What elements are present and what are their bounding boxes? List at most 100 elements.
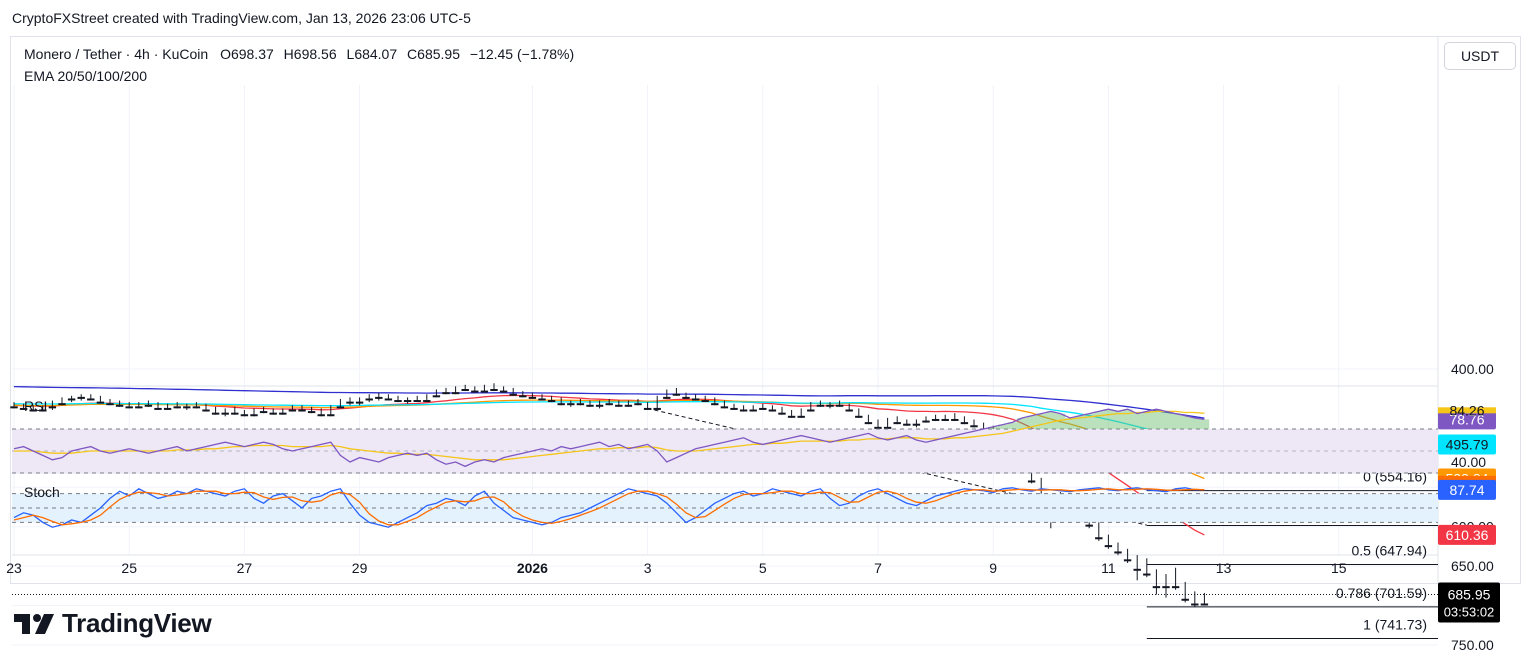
candle-body: [864, 422, 873, 425]
candle-body: [336, 406, 345, 409]
last-price-tag-bg: [1438, 582, 1500, 623]
candle-body: [231, 412, 239, 415]
candle-body: [279, 412, 287, 415]
candle-body: [739, 409, 748, 412]
open-label: O: [220, 46, 231, 62]
candle-body: [643, 407, 652, 410]
candle-body: [816, 404, 825, 407]
time-axis-label: 15: [1331, 560, 1347, 576]
candle-body: [720, 406, 729, 409]
candle-body: [874, 426, 882, 429]
stoch-k-tag-bg: [1438, 479, 1496, 500]
ema-20-tag-bg: [1438, 524, 1496, 545]
candle-body: [797, 415, 805, 418]
stoch-k-tag: 87.74: [1449, 482, 1484, 498]
candle-body: [567, 403, 575, 406]
candle-body: [1191, 603, 1199, 606]
candle-body: [202, 409, 210, 412]
time-axis-label: 13: [1216, 560, 1232, 576]
candle-body: [855, 415, 863, 418]
time-axis-label: 3: [644, 560, 652, 576]
last-price-tag: 685.95: [1448, 586, 1491, 602]
symbol-name: Monero / Tether · 4h · KuCoin: [24, 46, 209, 62]
high-label: H: [283, 46, 294, 62]
price-axis-tick: 650.00: [1451, 558, 1494, 574]
candle-body: [1152, 586, 1161, 589]
candle-body: [883, 426, 892, 429]
candle-body: [931, 418, 940, 421]
candle-body: [768, 409, 777, 412]
candle-body: [183, 406, 191, 409]
time-axis-label: 2026: [517, 560, 548, 576]
candle-body: [1123, 559, 1132, 562]
candle-body: [1162, 586, 1170, 589]
rsi-axis-tick: 40.00: [1451, 454, 1486, 470]
countdown-tag: 03:53:02: [1444, 604, 1495, 619]
ema-legend[interactable]: EMA 20/50/100/200: [24, 68, 147, 84]
candle-body: [96, 401, 105, 404]
candle-body: [403, 400, 412, 403]
candle-body: [471, 390, 479, 393]
candle-body: [576, 403, 585, 406]
candle-body: [691, 398, 700, 401]
chart-caption: CryptoFXStreet created with TradingView.…: [12, 10, 471, 26]
candle-body: [826, 404, 834, 407]
time-axis-label: 23: [6, 560, 22, 576]
low-value: 684.07: [354, 46, 398, 62]
candle-body: [250, 414, 258, 417]
candle-body: [557, 403, 565, 406]
price-axis-tick: 400.00: [1451, 361, 1494, 377]
candle-body: [240, 414, 249, 417]
candle-body: [106, 403, 114, 406]
candle-body: [394, 400, 402, 403]
candle-body: [749, 409, 757, 412]
candle-body: [547, 400, 556, 403]
candle-body: [787, 415, 796, 418]
stoch-d-line: [13, 488, 1205, 526]
currency-button[interactable]: USDT: [1444, 42, 1516, 70]
candle-body: [288, 409, 297, 412]
candle-body: [903, 423, 911, 426]
candle-body: [144, 404, 153, 407]
candle-body: [509, 393, 517, 396]
candle-body: [221, 412, 229, 415]
candle-body: [960, 422, 969, 425]
candle-body: [778, 412, 786, 415]
candle-body: [125, 406, 133, 409]
fib-level-label: 0.786 (701.59): [1336, 585, 1427, 601]
candle-body: [1095, 537, 1103, 540]
candle-body: [442, 392, 450, 395]
change-value: −12.45 (−1.78%): [469, 46, 575, 62]
candle-body: [490, 389, 498, 392]
candle-body: [1133, 568, 1141, 571]
candle-body: [672, 393, 681, 396]
candle-body: [480, 390, 489, 393]
candle-body: [845, 409, 853, 412]
candle-body: [115, 404, 124, 407]
chart-frame: [10, 36, 1521, 584]
candle-body: [58, 403, 66, 406]
candle-body: [154, 407, 162, 410]
tradingview-logo[interactable]: TradingView: [14, 608, 212, 639]
candle-body: [461, 389, 469, 392]
candle-body: [423, 400, 431, 403]
stoch-d-tag-bg: [1438, 475, 1496, 482]
candle-body: [67, 398, 76, 401]
price-axis-tick: 750.00: [1451, 637, 1494, 653]
candle-body: [893, 422, 901, 425]
rsi-pane-label[interactable]: RSI: [24, 398, 48, 414]
rsi-line: [13, 408, 1205, 468]
candle-body: [519, 395, 527, 398]
stoch-pane-label[interactable]: Stoch: [24, 484, 60, 500]
symbol-legend: Monero / Tether · 4h · KuCoin O698.37 H6…: [24, 46, 574, 62]
candle-body: [29, 409, 37, 412]
close-label: C: [407, 46, 418, 62]
brand-name: TradingView: [62, 608, 212, 638]
time-axis-label: 25: [121, 560, 137, 576]
candle-body: [922, 420, 930, 423]
candle-body: [701, 400, 709, 403]
candle-body: [759, 407, 767, 410]
candle-body: [259, 411, 268, 414]
candle-body: [1027, 480, 1036, 483]
